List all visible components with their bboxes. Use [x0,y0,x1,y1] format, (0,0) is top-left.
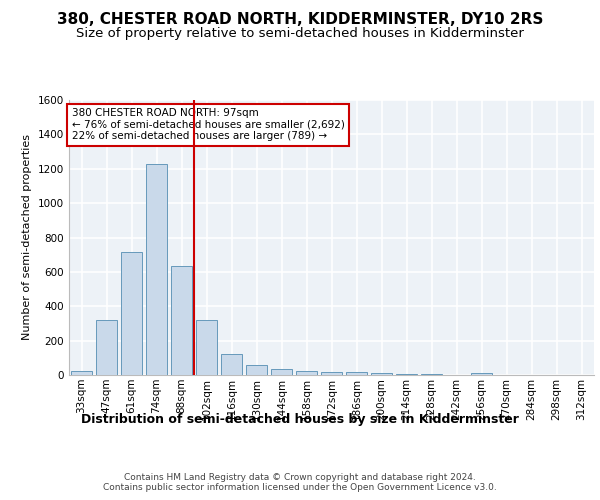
Bar [221,354,242,375]
Bar [346,372,367,375]
Bar [396,374,417,375]
Text: 380, CHESTER ROAD NORTH, KIDDERMINSTER, DY10 2RS: 380, CHESTER ROAD NORTH, KIDDERMINSTER, … [57,12,543,28]
Bar [96,320,117,375]
Text: 380 CHESTER ROAD NORTH: 97sqm
← 76% of semi-detached houses are smaller (2,692)
: 380 CHESTER ROAD NORTH: 97sqm ← 76% of s… [71,108,344,142]
Bar [146,164,167,375]
Bar [471,374,492,375]
Y-axis label: Number of semi-detached properties: Number of semi-detached properties [22,134,32,340]
Bar [321,372,342,375]
Bar [171,266,192,375]
Bar [246,364,267,375]
Text: Contains HM Land Registry data © Crown copyright and database right 2024.
Contai: Contains HM Land Registry data © Crown c… [103,472,497,492]
Bar [271,369,292,375]
Text: Distribution of semi-detached houses by size in Kidderminster: Distribution of semi-detached houses by … [81,412,519,426]
Bar [421,374,442,375]
Bar [296,370,317,375]
Text: Size of property relative to semi-detached houses in Kidderminster: Size of property relative to semi-detach… [76,28,524,40]
Bar [71,370,92,375]
Bar [371,374,392,375]
Bar [121,252,142,375]
Bar [196,320,217,375]
